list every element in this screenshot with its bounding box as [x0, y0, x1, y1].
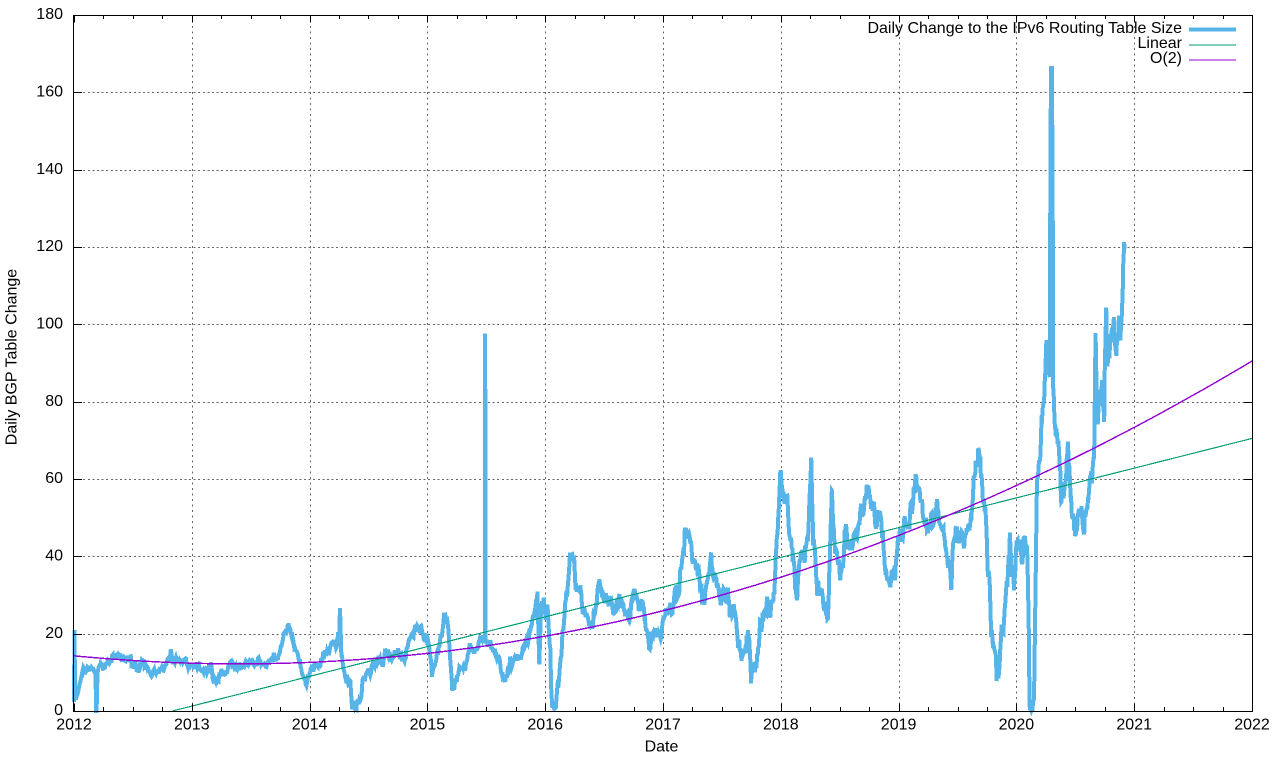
svg-text:Date: Date	[645, 739, 679, 756]
svg-text:2013: 2013	[174, 717, 210, 734]
svg-text:2019: 2019	[881, 717, 917, 734]
svg-text:180: 180	[36, 6, 63, 23]
svg-text:120: 120	[36, 238, 63, 255]
svg-text:40: 40	[45, 548, 63, 565]
svg-text:Linear: Linear	[1138, 35, 1183, 52]
svg-text:160: 160	[36, 84, 63, 101]
svg-text:60: 60	[45, 470, 63, 487]
svg-text:0: 0	[54, 702, 63, 719]
svg-text:2016: 2016	[527, 717, 563, 734]
svg-text:2017: 2017	[645, 717, 681, 734]
svg-text:20: 20	[45, 625, 63, 642]
svg-text:O(2): O(2)	[1150, 50, 1182, 67]
svg-text:2021: 2021	[1116, 717, 1152, 734]
svg-text:2015: 2015	[410, 717, 446, 734]
svg-text:2020: 2020	[999, 717, 1035, 734]
svg-text:2018: 2018	[763, 717, 799, 734]
svg-text:2022: 2022	[1234, 717, 1270, 734]
svg-text:140: 140	[36, 161, 63, 178]
svg-text:100: 100	[36, 316, 63, 333]
svg-text:2014: 2014	[292, 717, 328, 734]
svg-text:Daily Change to the IPv6 Routi: Daily Change to the IPv6 Routing Table S…	[867, 20, 1182, 37]
svg-text:80: 80	[45, 393, 63, 410]
svg-text:2012: 2012	[56, 717, 92, 734]
svg-text:Daily BGP Table Change: Daily BGP Table Change	[4, 269, 21, 446]
